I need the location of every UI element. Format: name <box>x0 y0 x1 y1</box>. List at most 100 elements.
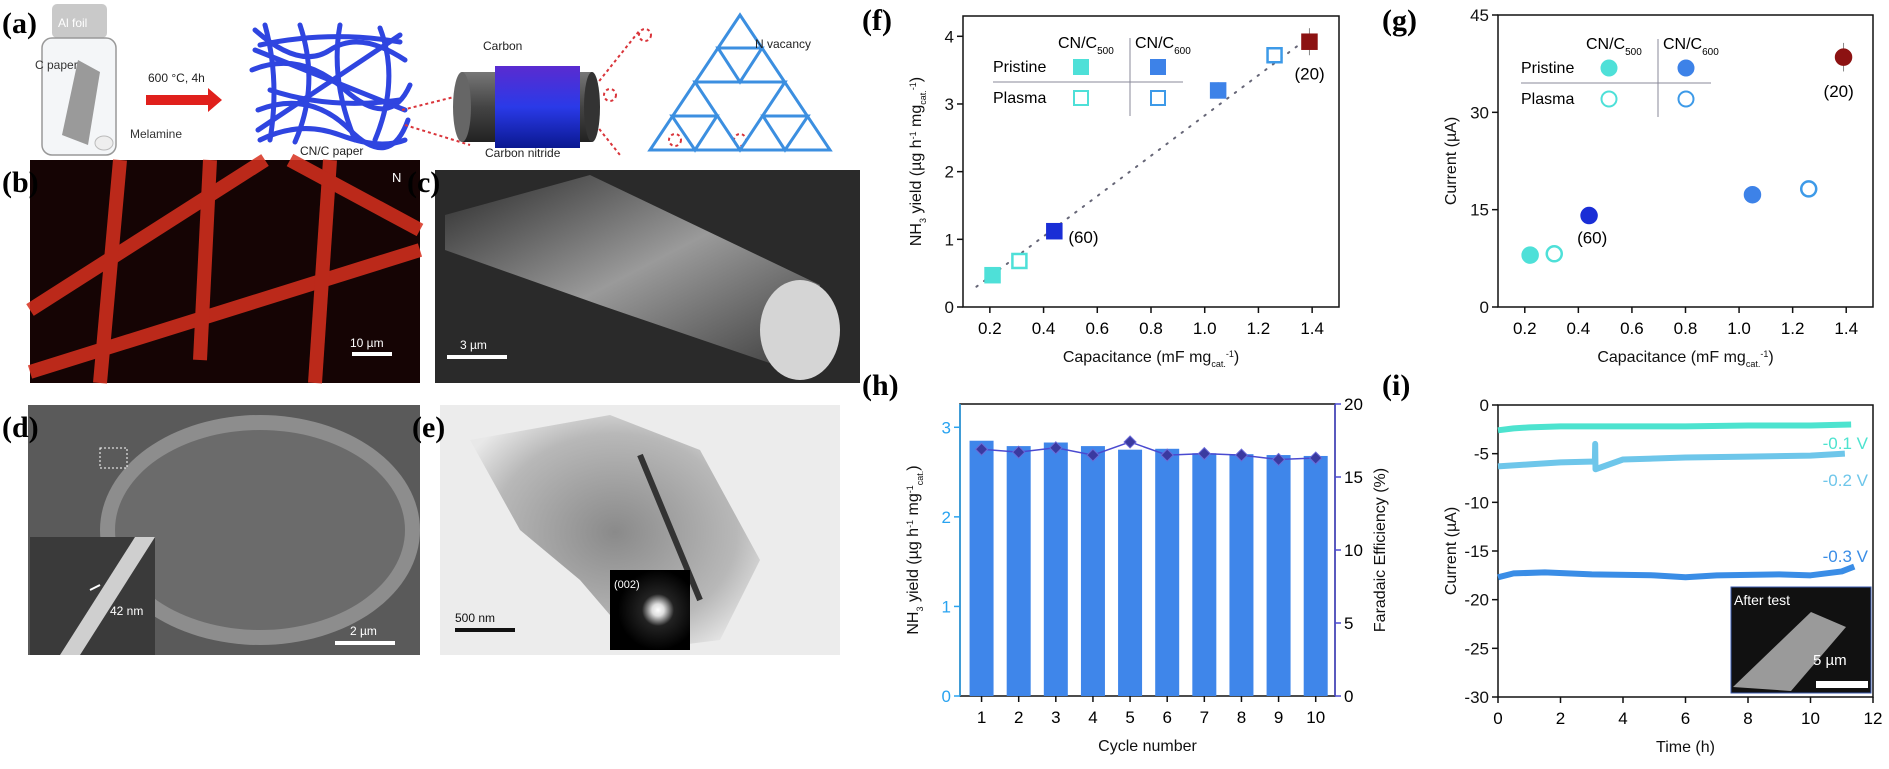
x-tick-label: 0.4 <box>1567 319 1591 338</box>
x-tick-label: 10 <box>1801 709 1820 728</box>
y-axis-label-part: mg <box>908 105 925 132</box>
data-point <box>1209 82 1227 99</box>
y-axis-label-part: NH <box>908 223 925 246</box>
x-tick-label: 9 <box>1274 708 1283 727</box>
legend-header-text: CN/C <box>1586 36 1625 53</box>
x-tick-label: 8 <box>1743 709 1752 728</box>
panel-label-d: (d) <box>2 411 39 444</box>
y-axis-label: Current (µA) <box>1443 507 1460 595</box>
panel-label-h: (h) <box>862 369 899 402</box>
legend-marker <box>1600 90 1618 108</box>
y2-tick-label: 20 <box>1344 395 1363 414</box>
legend-header-text: CN/C <box>1135 35 1174 52</box>
y-tick-label: 0 <box>945 298 954 317</box>
bar <box>1043 442 1068 696</box>
scale-bar <box>352 352 392 356</box>
y-axis-label-part: -1 <box>905 485 915 493</box>
legend-header-subscript: 600 <box>1174 46 1191 57</box>
data-point <box>1046 222 1063 240</box>
inset-label: After test <box>1734 592 1790 608</box>
x-tick-label: 0 <box>1493 709 1502 728</box>
point-annotation: (20) <box>1294 65 1324 84</box>
fe-point <box>974 442 989 456</box>
point-annotation: (20) <box>1824 82 1854 101</box>
scale-label-c: 3 µm <box>460 338 487 352</box>
series-label: -0.2 V <box>1823 471 1869 490</box>
y-tick-label: 3 <box>942 418 951 437</box>
legend-header-text: CN/C <box>1058 35 1097 52</box>
x-axis-label: Capacitance (mF mgcat.-1) <box>1597 349 1773 369</box>
y-axis-label-part: Current (µA) <box>1443 507 1460 595</box>
fe-point <box>1123 435 1137 449</box>
scale-label-e: 500 nm <box>455 611 495 625</box>
x-axis-label-part: -1 <box>1760 349 1768 359</box>
x-tick-label: 1.2 <box>1781 319 1805 338</box>
bar <box>1303 455 1328 696</box>
legend-row-label: Pristine <box>993 59 1046 76</box>
data-point <box>1834 48 1853 66</box>
scale-bar <box>447 355 507 359</box>
y-axis-label-part: -1 <box>908 131 918 139</box>
bar <box>1006 446 1031 696</box>
data-point <box>1301 33 1318 50</box>
fe-point <box>1271 452 1286 467</box>
y-tick-label: -30 <box>1464 688 1489 707</box>
y-axis-label-part: 3 <box>918 218 928 223</box>
scale-label-d: 2 µm <box>350 624 377 638</box>
panel-label-b: (b) <box>2 166 39 199</box>
y-axis-label-part: -1 <box>905 520 915 528</box>
data-point <box>1011 252 1028 270</box>
x-axis-label-part: ) <box>1234 349 1239 366</box>
y-tick-label: -15 <box>1464 542 1489 561</box>
fe-line <box>981 441 1316 461</box>
y-axis-label-part: ) <box>908 77 925 82</box>
x-axis-label-part: -1 <box>1226 349 1234 359</box>
y-axis-label: Current (µA) <box>1443 117 1460 205</box>
x-tick-label: 1.2 <box>1247 319 1271 338</box>
condition-label: 600 °C, 4h <box>148 71 205 85</box>
legend-header-subscript: 500 <box>1097 46 1114 57</box>
y-tick-label: 45 <box>1470 6 1489 25</box>
y-tick-label: 0 <box>1480 298 1489 317</box>
legend-marker <box>1150 59 1166 75</box>
y-axis-label-part: NH <box>905 612 922 635</box>
cn-c-paper-mesh <box>249 22 413 151</box>
panel-label-e: (e) <box>412 411 445 444</box>
x-tick-label: 0.2 <box>978 319 1002 338</box>
after-test-inset-image: After test 5 µm <box>1730 586 1872 694</box>
y-tick-label: 30 <box>1470 103 1489 122</box>
x-axis-label-part: Cycle number <box>1098 738 1197 755</box>
series-label: -0.1 V <box>1823 434 1869 453</box>
x-tick-label: 7 <box>1200 708 1209 727</box>
bar <box>1229 454 1254 696</box>
thickness-label: 42 nm <box>110 604 143 618</box>
x-tick-label: 6 <box>1681 709 1690 728</box>
data-point <box>984 266 1001 284</box>
x-tick-label: 2 <box>1556 709 1565 728</box>
y-axis-label-part: -1 <box>908 82 918 90</box>
panel-label-a: (a) <box>2 7 37 40</box>
x-tick-label: 8 <box>1237 708 1246 727</box>
panel-e-tem-image: (e) (002) 500 nm <box>412 405 840 655</box>
x-tick-label: 1.0 <box>1193 319 1217 338</box>
fit-line <box>975 33 1314 288</box>
c-paper-label: C paper <box>35 58 78 72</box>
current-trace <box>1497 421 1852 434</box>
x-tick-label: 4 <box>1088 708 1097 727</box>
vial-illustration <box>41 4 117 156</box>
scale-label-b: 10 µm <box>350 336 384 350</box>
y-tick-label: 0 <box>1480 396 1489 415</box>
legend-column-header: CN/C600 <box>1135 35 1191 57</box>
x-axis-label: Time (h) <box>1656 739 1715 756</box>
x-axis-label: Cycle number <box>1098 738 1197 755</box>
cn-c-paper-label: CN/C paper <box>300 144 363 158</box>
x-tick-label: 0.6 <box>1620 319 1644 338</box>
diffraction-label: (002) <box>614 579 640 591</box>
x-tick-label: 6 <box>1162 708 1171 727</box>
x-tick-label: 1.0 <box>1727 319 1751 338</box>
y-axis-label-part: 3 <box>915 607 925 612</box>
